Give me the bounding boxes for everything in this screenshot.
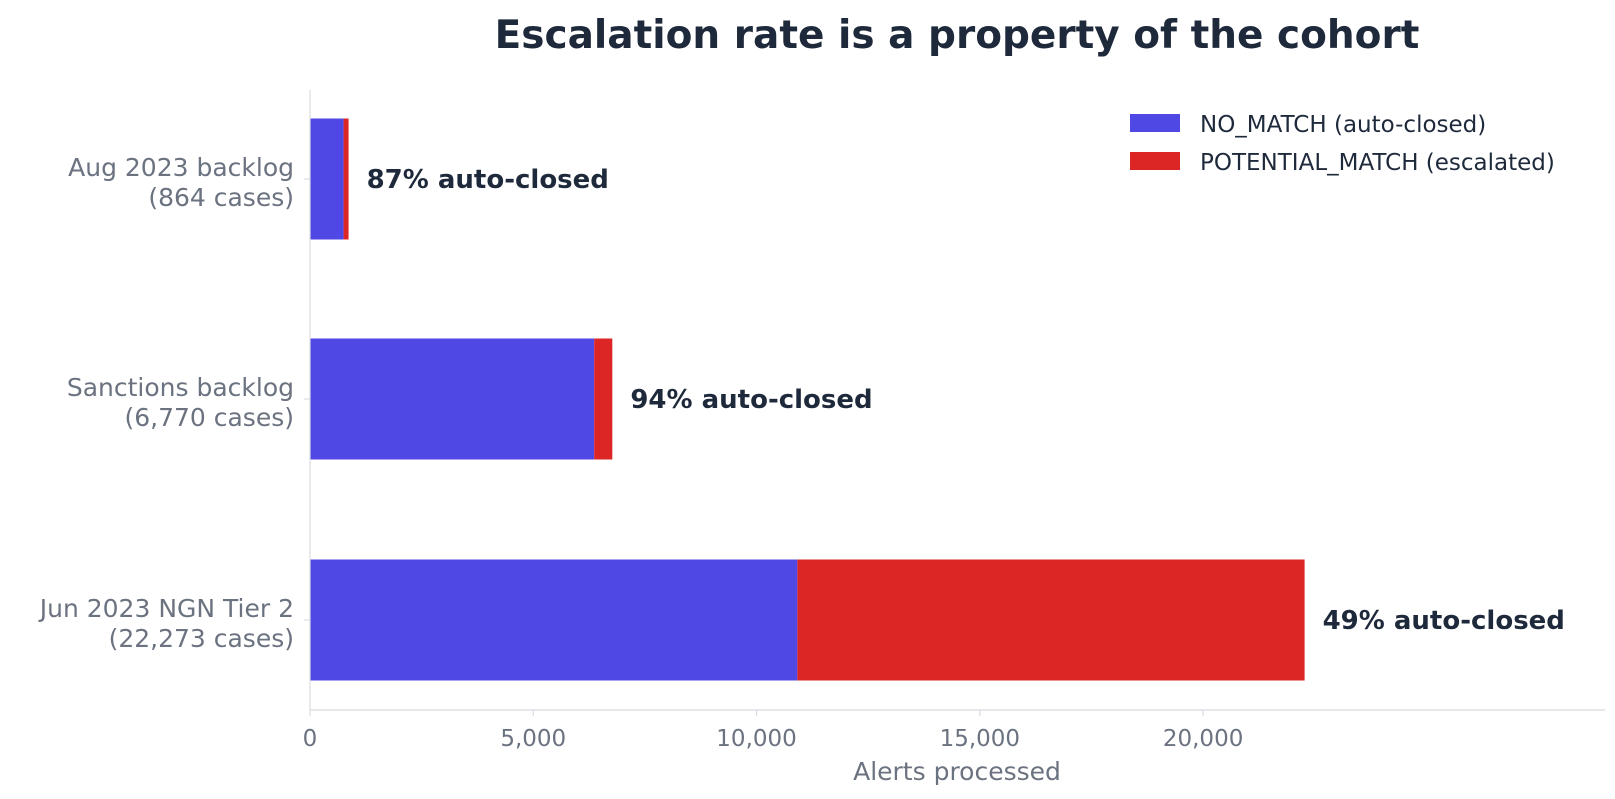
category-label-2: Jun 2023 NGN Tier 2 (22,273 cases) (38, 594, 294, 653)
category-label-line1: Jun 2023 NGN Tier 2 (38, 594, 294, 623)
bar-no-match-0 (310, 118, 344, 240)
bar-no-match-1 (310, 338, 595, 460)
legend-label-1: POTENTIAL_MATCH (escalated) (1200, 150, 1555, 176)
x-tick-label-0: 0 (303, 726, 318, 752)
bar-no-match-2 (310, 559, 798, 681)
bar-potential-match-0 (343, 118, 349, 240)
category-label-line1: Aug 2023 backlog (68, 153, 294, 182)
legend: NO_MATCH (auto-closed) POTENTIAL_MATCH (e… (1130, 112, 1555, 176)
x-tick-label-2: 10,000 (716, 726, 796, 752)
y-axis: Aug 2023 backlog (864 cases) Sanctions bac… (38, 90, 311, 710)
legend-label-0: NO_MATCH (auto-closed) (1200, 112, 1486, 138)
data-labels-layer: 87% auto-closed 94% auto-closed 49% auto-c… (367, 165, 1565, 636)
category-label-line1: Sanctions backlog (67, 373, 294, 402)
category-label-0: Aug 2023 backlog (864 cases) (68, 153, 294, 212)
category-label-1: Sanctions backlog (6,770 cases) (67, 373, 294, 432)
category-label-line2: (22,273 cases) (109, 624, 294, 653)
category-label-line2: (864 cases) (148, 183, 294, 212)
x-axis-title: Alerts processed (853, 757, 1061, 786)
bars-layer (310, 118, 1305, 681)
data-label-2: 49% auto-closed (1323, 606, 1565, 636)
x-tick-label-3: 15,000 (940, 726, 1020, 752)
legend-swatch-1 (1130, 152, 1180, 170)
legend-swatch-0 (1130, 114, 1180, 132)
data-label-0: 87% auto-closed (367, 165, 609, 195)
bar-potential-match-1 (594, 338, 613, 460)
chart-title: Escalation rate is a property of the coh… (495, 13, 1420, 58)
data-label-1: 94% auto-closed (630, 385, 872, 415)
x-axis: 0 5,000 10,000 15,000 20,000 (303, 709, 1605, 752)
x-tick-label-1: 5,000 (500, 726, 566, 752)
x-tick-label-4: 20,000 (1163, 726, 1243, 752)
category-label-line2: (6,770 cases) (124, 403, 294, 432)
bar-potential-match-2 (797, 559, 1305, 681)
